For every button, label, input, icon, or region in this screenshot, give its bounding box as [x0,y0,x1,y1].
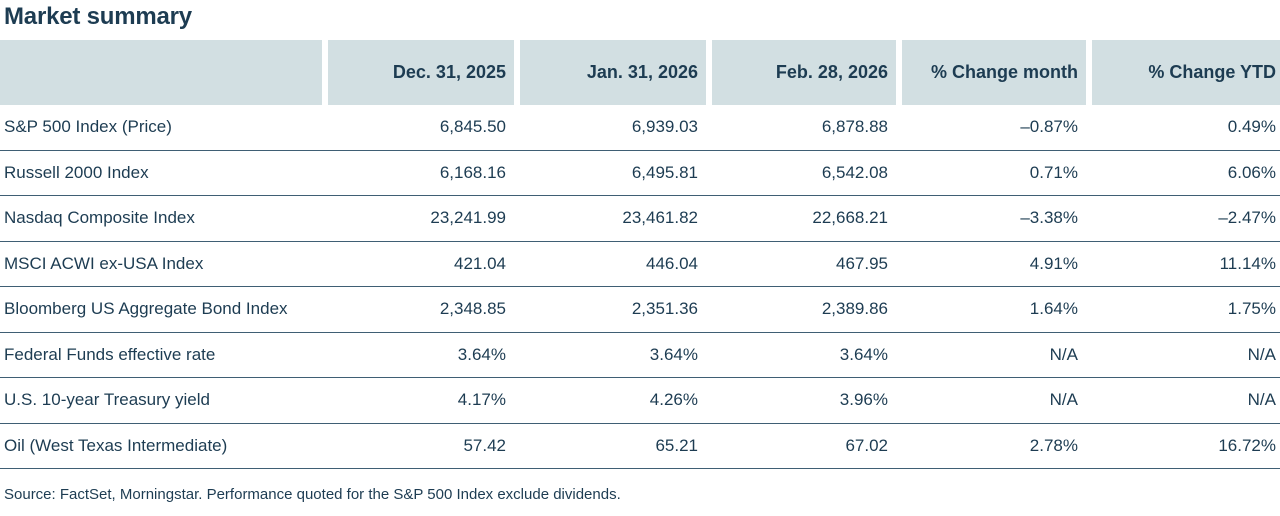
row-label: Federal Funds effective rate [4,344,216,364]
cell-value: 6,168.16 [439,162,506,182]
cell-value: 6,845.50 [439,117,506,137]
cell-value: –3.38% [1020,208,1078,228]
cell-value: 6,495.81 [631,162,698,182]
cell-value: 6,542.08 [821,162,888,182]
cell-value: N/A [1049,344,1078,364]
cell-value: 1.64% [1029,299,1078,319]
cell-value: 2,389.86 [821,299,888,319]
cell-value: 0.49% [1227,117,1276,137]
cell-value: 23,461.82 [622,208,698,228]
header-cell-blank [0,40,322,105]
cell-value: 11.14% [1219,253,1276,273]
cell-value: –0.87% [1020,117,1078,137]
header-cell-pct-change-month: % Change month [902,40,1086,105]
table-row-msci-acwi-ex-usa: MSCI ACWI ex-USA Index 421.04 446.04 467… [0,242,1280,287]
table-row-oil-wti: Oil (West Texas Intermediate) 57.42 65.2… [0,424,1280,469]
cell-value: 4.17% [457,390,506,410]
cell-value: –2.47% [1218,208,1276,228]
cell-value: 65.21 [655,435,698,455]
cell-value: 421.04 [454,253,506,273]
cell-value: 4.26% [649,390,698,410]
cell-value: 467.95 [836,253,888,273]
header-cell-jan-31-2026: Jan. 31, 2026 [520,40,706,105]
table-row-nasdaq-composite: Nasdaq Composite Index 23,241.99 23,461.… [0,196,1280,242]
cell-value: 446.04 [646,253,698,273]
cell-value: 3.64% [649,344,698,364]
cell-value: 6,939.03 [631,117,698,137]
row-label: Oil (West Texas Intermediate) [4,435,228,455]
row-label: Bloomberg US Aggregate Bond Index [4,299,288,319]
table-row-federal-funds-rate: Federal Funds effective rate 3.64% 3.64%… [0,333,1280,378]
table-row-bloomberg-us-agg-bond: Bloomberg US Aggregate Bond Index 2,348.… [0,287,1280,333]
table-row-sp500: S&P 500 Index (Price) 6,845.50 6,939.03 … [0,105,1280,151]
table-header-row: Dec. 31, 2025 Jan. 31, 2026 Feb. 28, 202… [0,40,1280,105]
row-label: U.S. 10-year Treasury yield [4,390,210,410]
cell-value: 57.42 [463,435,506,455]
source-note: Source: FactSet, Morningstar. Performanc… [4,486,621,503]
table-body: S&P 500 Index (Price) 6,845.50 6,939.03 … [0,105,1280,469]
cell-value: 2,351.36 [631,299,698,319]
cell-value: 3.64% [457,344,506,364]
cell-value: N/A [1247,344,1276,364]
cell-value: 3.96% [839,390,888,410]
header-cell-dec-31-2025: Dec. 31, 2025 [328,40,514,105]
cell-value: N/A [1247,390,1276,410]
cell-value: 3.64% [839,344,888,364]
row-label: MSCI ACWI ex-USA Index [4,253,204,273]
cell-value: 23,241.99 [430,208,506,228]
cell-value: 4.91% [1029,253,1078,273]
row-label: S&P 500 Index (Price) [4,117,172,137]
row-label: Nasdaq Composite Index [4,208,195,228]
cell-value: 1.75% [1227,299,1276,319]
cell-value: 0.71% [1029,162,1078,182]
cell-value: 67.02 [845,435,888,455]
cell-value: 6.06% [1227,162,1276,182]
cell-value: 16.72% [1218,435,1276,455]
table-row-russell-2000: Russell 2000 Index 6,168.16 6,495.81 6,5… [0,151,1280,196]
row-label: Russell 2000 Index [4,162,149,182]
cell-value: N/A [1049,390,1078,410]
page-title: Market summary [4,3,192,30]
header-cell-feb-28-2026: Feb. 28, 2026 [712,40,896,105]
table-row-us-10-year-treasury: U.S. 10-year Treasury yield 4.17% 4.26% … [0,378,1280,424]
cell-value: 6,878.88 [821,117,888,137]
cell-value: 2.78% [1029,435,1078,455]
header-cell-pct-change-ytd: % Change YTD [1092,40,1280,105]
cell-value: 22,668.21 [812,208,888,228]
cell-value: 2,348.85 [439,299,506,319]
